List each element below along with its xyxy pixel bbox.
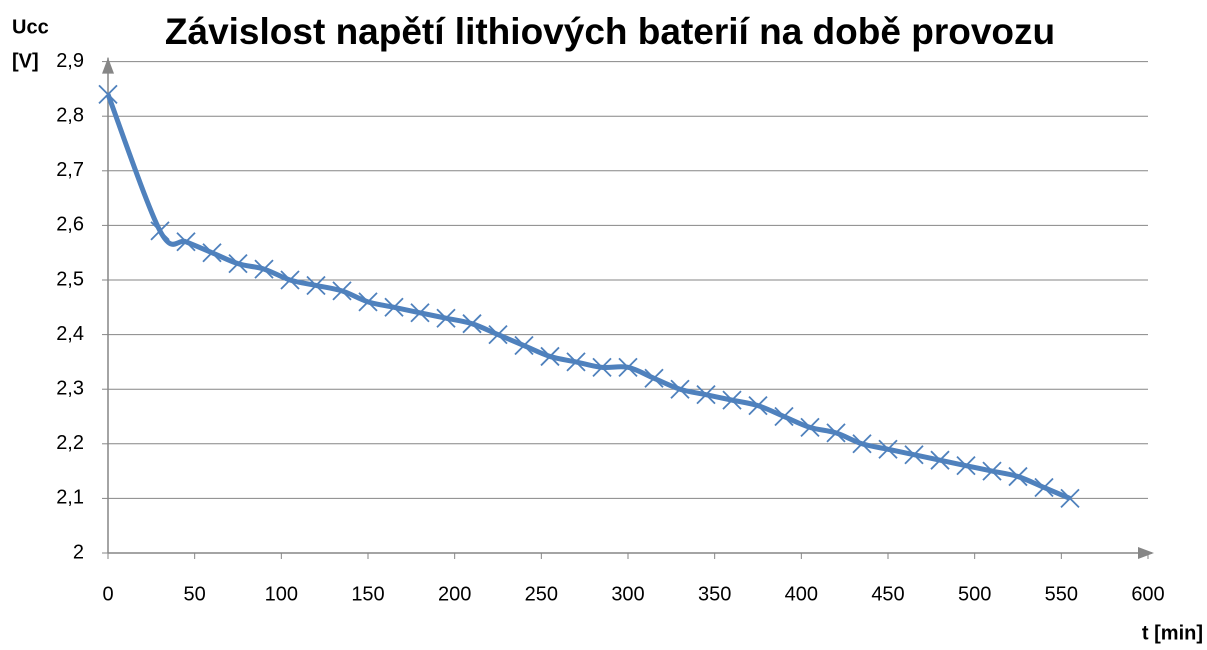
marker (592, 357, 612, 377)
x-tick-label: 450 (871, 583, 904, 605)
y-tick-label: 2,9 (56, 50, 84, 72)
marker (852, 434, 872, 454)
y-tick-label: 2,6 (56, 214, 84, 236)
marker (800, 417, 820, 438)
marker (774, 406, 794, 427)
marker (956, 456, 976, 476)
marker (462, 314, 482, 334)
x-tick-label: 200 (438, 583, 471, 605)
chart-title: Závislost napětí lithiových baterií na d… (165, 11, 1055, 52)
marker (410, 303, 430, 323)
y-tick-label: 2,7 (56, 159, 84, 181)
x-tick-label: 150 (351, 583, 384, 605)
marker (358, 292, 378, 312)
marker (1060, 488, 1080, 509)
series-line (105, 93, 1071, 501)
marker (566, 352, 586, 372)
y-tick-label: 2 (73, 541, 84, 563)
marker (280, 270, 300, 290)
x-tick-label: 550 (1045, 583, 1078, 605)
marker (826, 423, 846, 443)
marker (930, 450, 950, 470)
marker (748, 395, 768, 416)
marker (670, 379, 690, 399)
marker (696, 385, 716, 405)
x-tick-label: 100 (265, 583, 298, 605)
x-tick-label: 0 (102, 583, 113, 605)
x-tick-label: 400 (785, 583, 818, 605)
marker (306, 275, 326, 296)
y-tick-label: 2,5 (56, 268, 84, 290)
marker (228, 253, 248, 274)
y-axis-label: Ucc (12, 16, 49, 38)
marker (488, 324, 508, 345)
marker (878, 439, 898, 459)
y-axis-arrow (102, 57, 114, 74)
marker (150, 221, 170, 241)
marker (514, 335, 534, 356)
x-tick-label: 350 (698, 583, 731, 605)
y-tick-label: 2,8 (56, 104, 84, 126)
marker (332, 281, 352, 301)
marker (436, 308, 456, 328)
marker (202, 243, 222, 263)
marker (904, 445, 924, 465)
x-axis-label: t [min] (1142, 622, 1203, 644)
y-tick-label: 2,1 (56, 487, 84, 509)
marker (540, 346, 560, 367)
x-tick-label: 300 (611, 583, 644, 605)
x-tick-label: 500 (958, 583, 991, 605)
x-axis-arrow (1138, 547, 1154, 559)
marker (1034, 477, 1054, 498)
marker (1008, 466, 1028, 487)
y-tick-label: 2,4 (56, 323, 84, 345)
y-tick-label: 2,2 (56, 432, 84, 454)
marker (254, 259, 274, 279)
marker (982, 461, 1002, 481)
y-tick-label: 2,3 (56, 377, 84, 399)
x-tick-label: 600 (1131, 583, 1164, 605)
marker (98, 84, 118, 104)
marker (644, 368, 664, 388)
y-axis-label: [V] (12, 50, 39, 72)
marker (618, 357, 638, 377)
marker (384, 297, 404, 317)
marker (722, 390, 742, 410)
x-tick-label: 50 (184, 583, 206, 605)
marker (176, 232, 196, 252)
x-tick-label: 250 (525, 583, 558, 605)
